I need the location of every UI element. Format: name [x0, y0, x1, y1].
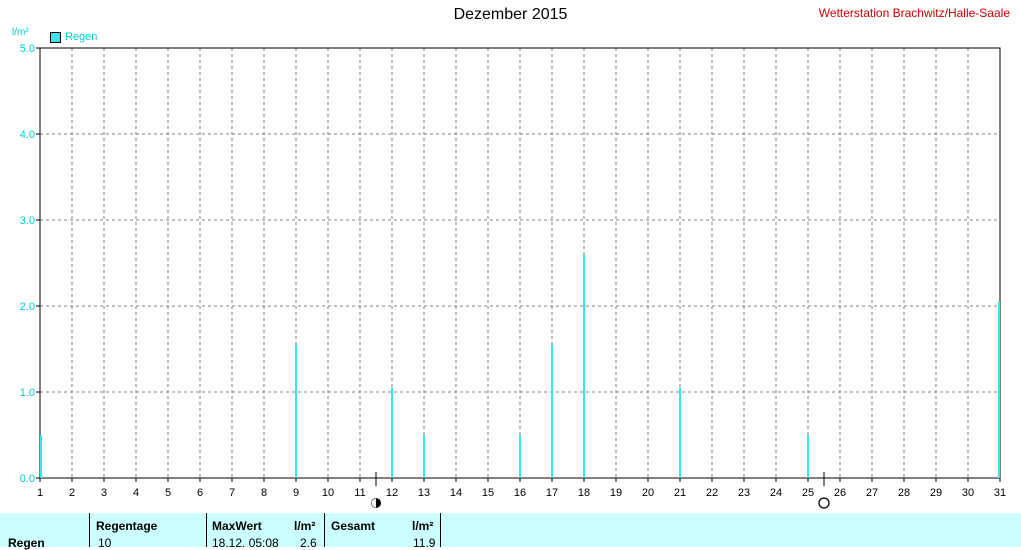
- rain-bar: [998, 301, 1000, 478]
- x-tick-label: 27: [866, 487, 878, 499]
- x-tick-label: 18: [578, 487, 590, 499]
- rain-bar: [551, 344, 553, 478]
- x-tick-label: 1: [37, 487, 43, 499]
- x-tick-label: 5: [165, 487, 171, 499]
- rain-chart: 0.01.02.03.04.05.01 2 3 4 5 6 7 8 9 10 11 12 13 14 15 1…: [20, 43, 1006, 509]
- x-tick-label: 23: [738, 487, 750, 499]
- y-tick-label: 2.0: [20, 301, 35, 313]
- rain-bar: [519, 435, 521, 478]
- rain-bar: [679, 387, 681, 478]
- rain-bar: [295, 344, 297, 478]
- x-tick-label: 13: [418, 487, 430, 499]
- x-tick-label: 7: [229, 487, 235, 499]
- x-tick-label: 14: [450, 487, 462, 499]
- stats-days-header: Regentage: [96, 519, 158, 533]
- x-tick-label: 19: [610, 487, 622, 499]
- stats-table: Regen Regentage 10 MaxWert l/m² 18.12. 0…: [0, 513, 1021, 550]
- x-tick-label: 4: [133, 487, 139, 499]
- rain-bar: [391, 387, 393, 478]
- rain-bar: [807, 435, 809, 478]
- full-moon-icon: [818, 497, 830, 509]
- y-tick-label: 5.0: [20, 43, 35, 55]
- x-tick-label: 3: [101, 487, 107, 499]
- stats-max-time: 18.12. 05:08: [212, 536, 279, 550]
- x-tick-label: 9: [293, 487, 299, 499]
- x-tick-label: 6: [197, 487, 203, 499]
- y-tick-label: 1.0: [20, 387, 35, 399]
- stats-total-header: Gesamt: [331, 519, 376, 533]
- plot-frame: [39, 47, 1001, 479]
- legend: Regen: [50, 31, 97, 43]
- x-tick-label: 2: [69, 487, 75, 499]
- rain-bar: [583, 254, 585, 478]
- x-tick-label: 15: [482, 487, 494, 499]
- stats-max-unit: l/m²: [294, 519, 316, 533]
- new-moon-highlight: [371, 498, 376, 508]
- stats-max-cell: [206, 513, 207, 547]
- x-tick-label: 28: [898, 487, 910, 499]
- x-tick-label: 20: [642, 487, 654, 499]
- x-tick-label: 31: [994, 487, 1006, 499]
- x-tick-label: 16: [514, 487, 526, 499]
- stats-days-cell: [89, 513, 90, 547]
- stats-total-unit: l/m²: [412, 519, 434, 533]
- y-tick-label: 0.0: [20, 473, 35, 485]
- y-axis-label: l/m²: [12, 27, 29, 38]
- x-tick-label: 12: [386, 487, 398, 499]
- rain-bar: [423, 435, 425, 478]
- x-tick-label: 25: [802, 487, 814, 499]
- x-tick-label: 21: [674, 487, 686, 499]
- chart-title: Dezember 2015: [453, 6, 568, 23]
- y-tick-label: 3.0: [20, 215, 35, 227]
- stats-max-header: MaxWert: [212, 519, 262, 533]
- stats-empty-cell: [440, 513, 441, 547]
- x-tick-label: 30: [962, 487, 974, 499]
- stats-max-value: 2.6: [300, 536, 317, 550]
- x-tick-label: 8: [261, 487, 267, 499]
- x-tick-label: 17: [546, 487, 558, 499]
- rain-bar: [40, 435, 42, 478]
- x-tick-label: 26: [834, 487, 846, 499]
- x-tick-label: 24: [770, 487, 782, 499]
- stats-row-label: Regen: [8, 536, 45, 550]
- x-tick-label: 22: [706, 487, 718, 499]
- y-tick-label: 4.0: [20, 129, 35, 141]
- legend-label: Regen: [65, 31, 98, 43]
- x-tick-label: 29: [930, 487, 942, 499]
- stats-total-value: 11.9: [413, 536, 436, 550]
- stats-days-value: 10: [98, 536, 112, 550]
- legend-swatch: [50, 31, 61, 43]
- x-tick-label: 11: [354, 487, 365, 499]
- station-name: Wetterstation Brachwitz/Halle-Saale: [818, 6, 1010, 20]
- stats-total-cell: [324, 513, 325, 547]
- x-tick-label: 10: [322, 487, 334, 499]
